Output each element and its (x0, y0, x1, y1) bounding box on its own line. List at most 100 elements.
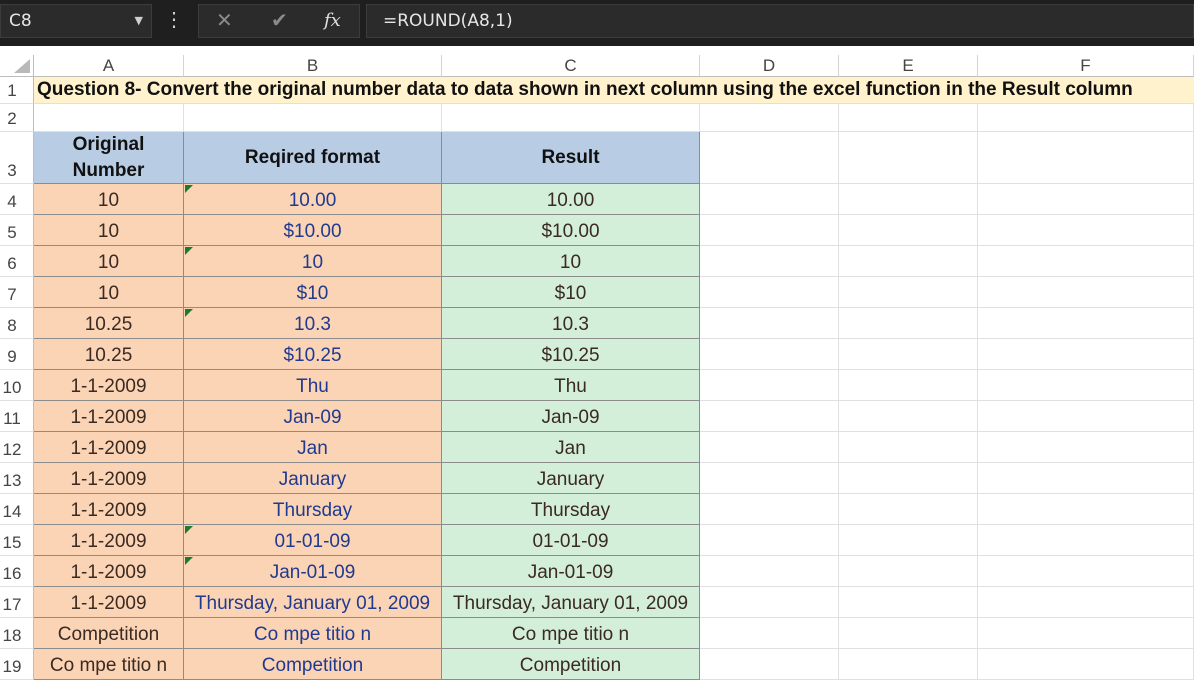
row-header-16[interactable]: 16 (0, 556, 34, 587)
cell-f14[interactable] (978, 494, 1194, 525)
insert-function-icon[interactable]: fx (324, 10, 341, 31)
cell-f10[interactable] (978, 370, 1194, 401)
table-cell-result[interactable]: Thursday (442, 494, 700, 525)
table-cell-required[interactable]: Thursday (184, 494, 442, 525)
column-header-c[interactable]: C (442, 55, 700, 77)
cell-e13[interactable] (839, 463, 978, 494)
row-header-2[interactable]: 2 (0, 104, 34, 132)
table-cell-result[interactable]: Jan (442, 432, 700, 463)
cell-d13[interactable] (700, 463, 839, 494)
table-cell-result[interactable]: 10 (442, 246, 700, 277)
cell-f2[interactable] (978, 104, 1194, 132)
cell-a2[interactable] (34, 104, 184, 132)
row-header-13[interactable]: 13 (0, 463, 34, 494)
cell-e17[interactable] (839, 587, 978, 618)
table-cell-result[interactable]: $10.00 (442, 215, 700, 246)
cell-f6[interactable] (978, 246, 1194, 277)
table-cell-original[interactable]: 1-1-2009 (34, 463, 184, 494)
table-cell-result[interactable]: $10.25 (442, 339, 700, 370)
row-header-10[interactable]: 10 (0, 370, 34, 401)
cell-c2[interactable] (442, 104, 700, 132)
cell-d10[interactable] (700, 370, 839, 401)
cell-e5[interactable] (839, 215, 978, 246)
cell-d6[interactable] (700, 246, 839, 277)
column-header-e[interactable]: E (839, 55, 978, 77)
table-cell-required[interactable]: 01-01-09 (184, 525, 442, 556)
cell-d14[interactable] (700, 494, 839, 525)
cell-f15[interactable] (978, 525, 1194, 556)
cell-f4[interactable] (978, 184, 1194, 215)
row-header-5[interactable]: 5 (0, 215, 34, 246)
table-cell-required[interactable]: Jan-01-09 (184, 556, 442, 587)
table-cell-original[interactable]: 1-1-2009 (34, 587, 184, 618)
table-cell-original[interactable]: Co mpe titio n (34, 649, 184, 680)
cell-f3[interactable] (978, 132, 1194, 184)
row-header-17[interactable]: 17 (0, 587, 34, 618)
cell-d8[interactable] (700, 308, 839, 339)
table-cell-result[interactable]: 01-01-09 (442, 525, 700, 556)
cell-e14[interactable] (839, 494, 978, 525)
cell-f11[interactable] (978, 401, 1194, 432)
table-cell-result[interactable]: 10.3 (442, 308, 700, 339)
cell-f17[interactable] (978, 587, 1194, 618)
table-cell-result[interactable]: Jan-01-09 (442, 556, 700, 587)
cell-d17[interactable] (700, 587, 839, 618)
table-header-original[interactable]: Original Number (34, 132, 184, 184)
table-cell-original[interactable]: 1-1-2009 (34, 494, 184, 525)
table-cell-original[interactable]: 10 (34, 277, 184, 308)
cell-e12[interactable] (839, 432, 978, 463)
table-cell-required[interactable]: $10.25 (184, 339, 442, 370)
table-header-result[interactable]: Result (442, 132, 700, 184)
column-header-a[interactable]: A (34, 55, 184, 77)
chevron-down-icon[interactable]: ▼ (134, 14, 143, 27)
table-cell-result[interactable]: Jan-09 (442, 401, 700, 432)
cell-e2[interactable] (839, 104, 978, 132)
table-cell-result[interactable]: Thu (442, 370, 700, 401)
column-header-b[interactable]: B (184, 55, 442, 77)
cell-f8[interactable] (978, 308, 1194, 339)
column-header-d[interactable]: D (700, 55, 839, 77)
row-header-9[interactable]: 9 (0, 339, 34, 370)
cell-d5[interactable] (700, 215, 839, 246)
table-cell-original[interactable]: 1-1-2009 (34, 432, 184, 463)
table-cell-original[interactable]: 10.25 (34, 308, 184, 339)
cell-d2[interactable] (700, 104, 839, 132)
formula-input[interactable]: =ROUND(A8,1) (366, 4, 1194, 38)
table-cell-required[interactable]: 10 (184, 246, 442, 277)
table-cell-required[interactable]: January (184, 463, 442, 494)
cell-d16[interactable] (700, 556, 839, 587)
table-cell-original[interactable]: Competition (34, 618, 184, 649)
table-cell-original[interactable]: 10 (34, 184, 184, 215)
table-cell-original[interactable]: 10 (34, 246, 184, 277)
question-title-cell[interactable]: Question 8- Convert the original number … (34, 77, 1194, 104)
cell-e19[interactable] (839, 649, 978, 680)
table-cell-required[interactable]: Jan (184, 432, 442, 463)
row-header-18[interactable]: 18 (0, 618, 34, 649)
cell-e11[interactable] (839, 401, 978, 432)
cell-d19[interactable] (700, 649, 839, 680)
cell-e7[interactable] (839, 277, 978, 308)
table-cell-original[interactable]: 1-1-2009 (34, 525, 184, 556)
cell-e4[interactable] (839, 184, 978, 215)
row-header-14[interactable]: 14 (0, 494, 34, 525)
cell-f13[interactable] (978, 463, 1194, 494)
cell-f5[interactable] (978, 215, 1194, 246)
table-cell-required[interactable]: 10.00 (184, 184, 442, 215)
table-cell-required[interactable]: 10.3 (184, 308, 442, 339)
row-header-12[interactable]: 12 (0, 432, 34, 463)
cell-e16[interactable] (839, 556, 978, 587)
cell-e10[interactable] (839, 370, 978, 401)
cell-d4[interactable] (700, 184, 839, 215)
cell-e15[interactable] (839, 525, 978, 556)
cell-d18[interactable] (700, 618, 839, 649)
table-cell-required[interactable]: Thursday, January 01, 2009 (184, 587, 442, 618)
row-header-3[interactable]: 3 (0, 132, 34, 184)
cell-d12[interactable] (700, 432, 839, 463)
table-cell-result[interactable]: 10.00 (442, 184, 700, 215)
cell-d9[interactable] (700, 339, 839, 370)
row-header-1[interactable]: 1 (0, 77, 34, 104)
name-box[interactable]: C8 ▼ (0, 4, 152, 38)
cell-d3[interactable] (700, 132, 839, 184)
cell-e9[interactable] (839, 339, 978, 370)
table-cell-original[interactable]: 10.25 (34, 339, 184, 370)
